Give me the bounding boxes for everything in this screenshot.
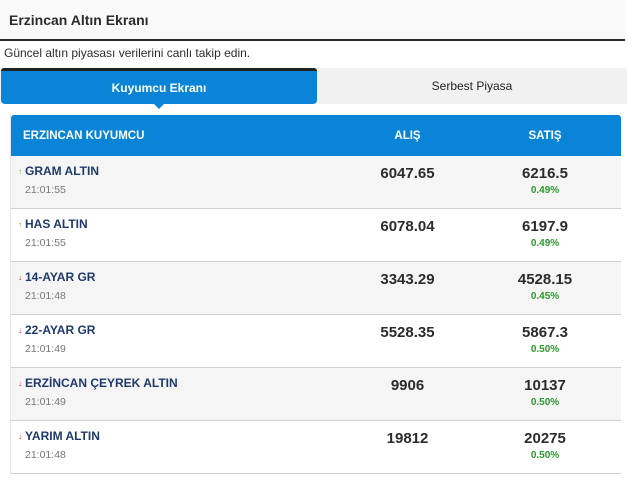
alis-value: 6047.65 xyxy=(380,165,435,182)
table-row: ↑ GRAM ALTIN 21:01:55 6047.65 6216.5 0.4… xyxy=(11,156,621,209)
table-row: ↑ HAS ALTIN 21:01:55 6078.04 6197.9 0.49… xyxy=(11,209,621,262)
satis-value: 10137 xyxy=(524,377,566,394)
arrow-up-icon: ↑ xyxy=(18,166,22,176)
change-percent: 0.50% xyxy=(530,450,560,461)
price-table: ERZINCAN KUYUMCU ALIŞ SATIŞ ↑ GRAM ALTIN… xyxy=(10,115,621,474)
item-name: HAS ALTIN xyxy=(25,217,88,231)
change-percent: 0.50% xyxy=(530,344,560,355)
alis-value: 6078.04 xyxy=(380,218,435,235)
tab-bar: Kuyumcu Ekranı Serbest Piyasa xyxy=(0,68,627,104)
page-title: Erzincan Altın Ekranı xyxy=(9,11,149,28)
change-percent: 0.45% xyxy=(530,291,560,302)
change-percent: 0.49% xyxy=(530,185,560,196)
column-header-name: ERZINCAN KUYUMCU xyxy=(23,129,145,142)
alis-value: 3343.29 xyxy=(380,271,435,288)
item-time: 21:01:48 xyxy=(25,290,66,302)
item-name: 14-AYAR GR xyxy=(25,270,96,284)
alis-value: 5528.35 xyxy=(380,324,435,341)
item-time: 21:01:49 xyxy=(25,343,66,355)
arrow-down-icon: ↓ xyxy=(18,378,22,388)
item-time: 21:01:48 xyxy=(25,449,66,461)
alis-value: 19812 xyxy=(386,430,429,447)
column-header-alis: ALIŞ xyxy=(394,129,421,142)
table-row: ↓ ERZİNCAN ÇEYREK ALTIN 21:01:49 9906 10… xyxy=(11,368,621,421)
satis-value: 20275 xyxy=(524,430,566,447)
change-percent: 0.49% xyxy=(530,238,560,249)
satis-value: 4528.15 xyxy=(517,271,573,288)
table-row: ↓ YARIM ALTIN 21:01:48 19812 20275 0.50% xyxy=(11,421,621,474)
satis-value: 5867.3 xyxy=(522,324,568,341)
page-header: Erzincan Altın Ekranı xyxy=(0,0,625,41)
alis-value: 9906 xyxy=(390,377,425,394)
satis-value: 6216.5 xyxy=(522,165,568,182)
arrow-up-icon: ↑ xyxy=(18,219,22,229)
tab-serbest-piyasa[interactable]: Serbest Piyasa xyxy=(431,79,513,93)
table-header: ERZINCAN KUYUMCU ALIŞ SATIŞ xyxy=(11,115,621,156)
arrow-down-icon: ↓ xyxy=(18,325,22,335)
item-time: 21:01:49 xyxy=(25,396,66,408)
item-name: 22-AYAR GR xyxy=(25,323,96,337)
arrow-down-icon: ↓ xyxy=(18,431,22,441)
item-name: ERZİNCAN ÇEYREK ALTIN xyxy=(25,376,178,390)
item-time: 21:01:55 xyxy=(25,184,66,196)
satis-value: 6197.9 xyxy=(522,218,568,235)
table-row: ↓ 22-AYAR GR 21:01:49 5528.35 5867.3 0.5… xyxy=(11,315,621,368)
tab-kuyumcu-ekrani[interactable]: Kuyumcu Ekranı xyxy=(1,68,317,104)
item-name: YARIM ALTIN xyxy=(25,429,100,443)
change-percent: 0.50% xyxy=(530,397,560,408)
table-row: ↓ 14-AYAR GR 21:01:48 3343.29 4528.15 0.… xyxy=(11,262,621,315)
item-time: 21:01:55 xyxy=(25,237,66,249)
item-name: GRAM ALTIN xyxy=(25,164,99,178)
page-subtitle: Güncel altın piyasası verilerini canlı t… xyxy=(4,46,251,60)
arrow-down-icon: ↓ xyxy=(18,272,22,282)
column-header-satis: SATIŞ xyxy=(528,129,562,142)
